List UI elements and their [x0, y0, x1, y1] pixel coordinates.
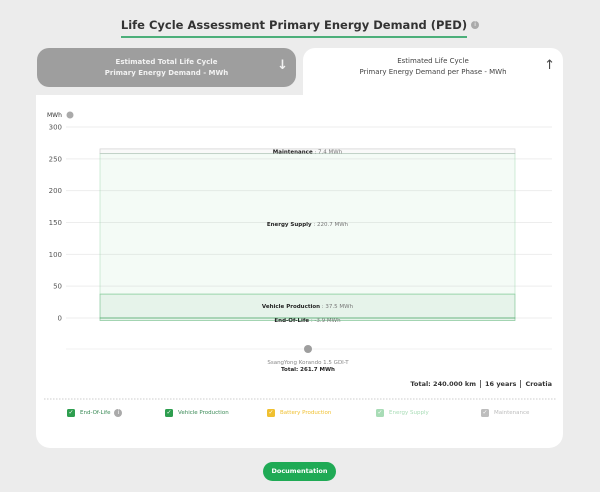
tab-total-ped[interactable]: Estimated Total Life Cycle Primary Energ…	[37, 48, 296, 87]
summary: Total: 240.000 km 16 years Croatia	[410, 380, 552, 388]
legend-item-battery-production[interactable]: ✓ Battery Production	[267, 409, 331, 417]
tab-label-line1: Estimated Life Cycle	[397, 57, 469, 65]
data-label: Vehicle Production : 37.5 MWh	[262, 304, 354, 310]
checkbox-icon[interactable]: ✓	[67, 409, 75, 417]
tab-label-line1: Estimated Total Life Cycle	[115, 58, 218, 66]
legend-label: Battery Production	[280, 410, 332, 416]
tab-label-line2: Primary Energy Demand - MWh	[104, 69, 229, 77]
y-tick-label: 250	[49, 155, 62, 163]
data-label: Maintenance : 7.4 MWh	[273, 149, 343, 155]
info-icon	[66, 111, 74, 119]
bar-segment-energy-supply	[99, 153, 516, 295]
documentation-button[interactable]: Documentation	[263, 462, 336, 481]
y-tick-label: 50	[53, 283, 62, 291]
page-title-wrap: Life Cycle Assessment Primary Energy Dem…	[0, 14, 600, 38]
checkbox-icon[interactable]: ✓	[376, 409, 384, 417]
y-axis-label: MWh	[47, 112, 62, 119]
summary-country: Croatia	[525, 380, 552, 388]
checkbox-icon[interactable]: ✓	[165, 409, 173, 417]
bar-segment-maintenance	[99, 148, 516, 155]
y-tick-label: 200	[49, 187, 62, 195]
y-tick-label: 150	[49, 219, 62, 227]
legend-item-vehicle-production[interactable]: ✓ Vehicle Production	[165, 409, 229, 417]
info-icon[interactable]: i	[114, 409, 123, 417]
arrow-up-icon[interactable]: ↑	[544, 58, 555, 73]
checkbox-icon[interactable]: ✓	[481, 409, 489, 417]
category-total: Total: 261.7 MWh	[281, 367, 335, 373]
legend-label: Maintenance	[494, 410, 530, 416]
legend-item-maintenance[interactable]: ✓ Maintenance	[481, 409, 529, 417]
category-marker	[304, 345, 312, 353]
info-icon[interactable]: i	[471, 20, 480, 29]
y-tick-label: 0	[58, 315, 62, 323]
page-title: Life Cycle Assessment Primary Energy Dem…	[120, 18, 468, 38]
legend-label: Vehicle Production	[178, 410, 229, 416]
x-tick-label: SsangYong Korando 1.5 GDI-T	[267, 360, 349, 366]
summary-distance: Total: 240.000 km	[410, 380, 477, 388]
tab-label-line2: Primary Energy Demand per Phase - MWh	[359, 68, 507, 76]
y-tick-label: 300	[49, 124, 62, 132]
arrow-down-icon[interactable]: ↓	[277, 58, 288, 73]
data-label: Energy Supply : 220.7 MWh	[267, 222, 349, 228]
summary-years: 16 years	[485, 380, 517, 388]
legend-label: End-Of-Life	[80, 410, 111, 416]
legend-item-energy-supply[interactable]: ✓ Energy Supply	[376, 409, 429, 417]
legend-item-end-of-life[interactable]: ✓ End-Of-Life i	[67, 409, 123, 417]
y-tick-label: 100	[49, 251, 62, 259]
legend-label: Energy Supply	[389, 410, 429, 416]
data-label: End-Of-Life : -3.9 MWh	[274, 318, 341, 324]
checkbox-icon[interactable]: ✓	[267, 409, 275, 417]
tab-ped-per-phase[interactable]: Estimated Life Cycle Primary Energy Dema…	[303, 48, 563, 98]
